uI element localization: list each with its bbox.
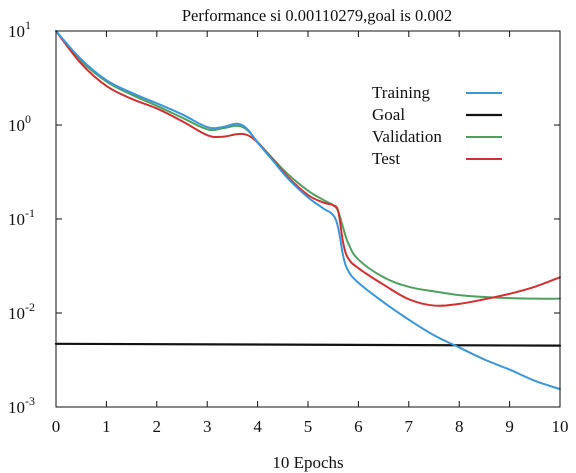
x-tick-label: 1 [102,417,111,436]
y-tick-label: 10-3 [8,394,35,417]
x-tick-label: 10 [552,417,569,436]
y-tick-label: 101 [8,18,31,41]
y-tick-label: 10-1 [8,206,35,229]
legend-label: Training [372,83,430,102]
legend: Training Goal Validation Test [372,83,502,168]
x-tick-label: 0 [52,417,61,436]
x-tick-label: 5 [304,417,313,436]
x-tick-label: 2 [153,417,162,436]
plot-frame [55,30,561,408]
legend-item-goal: Goal [372,105,502,124]
series-line-test [55,30,561,307]
legend-label: Validation [372,127,442,146]
legend-label: Test [372,149,400,168]
chart-title: Performance si 0.00110279,goal is 0.002 [182,6,452,25]
legend-label: Goal [372,105,405,124]
y-tick-label: 100 [8,112,31,135]
x-tick-label: 7 [405,417,414,436]
x-tick-label: 3 [203,417,212,436]
y-axis: 101 100 10-1 10-2 10-3 [8,18,560,417]
series-line-validation [55,30,561,300]
x-axis: 0 1 2 3 4 5 6 7 8 9 10 [52,31,569,436]
series-layer [54,30,562,391]
legend-item-test: Test [372,149,502,168]
x-tick-label: 4 [253,417,262,436]
x-tick-label: 8 [455,417,464,436]
x-tick-label: 6 [354,417,363,436]
legend-item-validation: Validation [372,127,502,146]
x-axis-label: 10 Epochs [272,453,343,472]
series-line-training [55,30,561,391]
x-tick-label: 9 [505,417,514,436]
y-tick-label: 10-2 [8,300,35,323]
series-line-goal [54,342,562,347]
legend-item-training: Training [372,83,502,102]
